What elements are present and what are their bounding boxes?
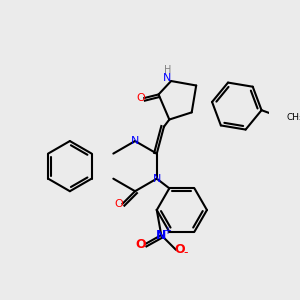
Text: +: + — [164, 226, 172, 236]
Text: CH₃: CH₃ — [286, 113, 300, 122]
Text: O: O — [115, 199, 123, 209]
Text: N: N — [156, 229, 166, 242]
Text: N: N — [163, 73, 172, 83]
Text: -: - — [183, 246, 188, 259]
Text: O: O — [135, 238, 146, 250]
Text: O: O — [175, 243, 185, 256]
Text: N: N — [153, 174, 161, 184]
Text: H: H — [164, 65, 171, 75]
Text: N: N — [131, 136, 139, 146]
Text: O: O — [136, 93, 145, 103]
